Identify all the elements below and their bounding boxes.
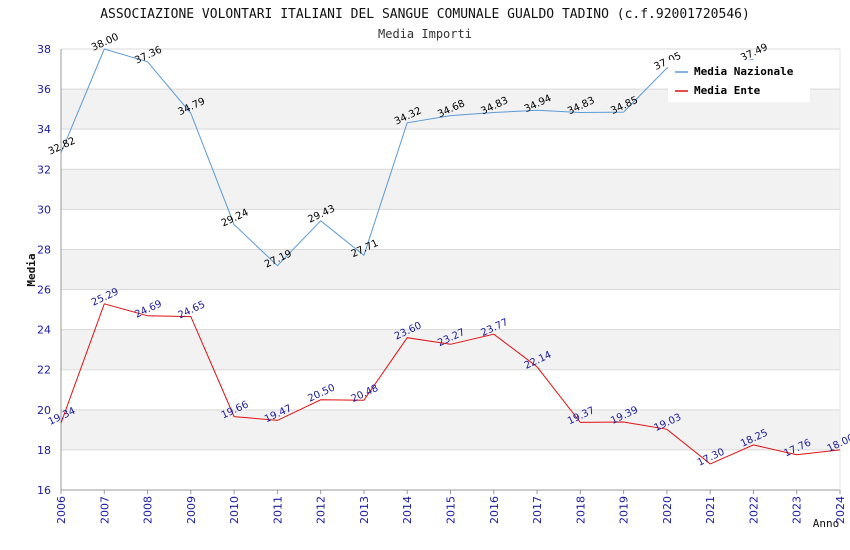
data-label-media-nazionale: 32.82 xyxy=(47,136,78,158)
x-tick-label: 2019 xyxy=(618,496,631,524)
y-tick-label: 38 xyxy=(37,43,51,56)
grid-band xyxy=(61,169,840,210)
x-tick-label: 2022 xyxy=(747,496,760,524)
x-tick-labels: 2006 2007 2008 2009 2010 2011 2012 2013 2014 2015… xyxy=(55,490,847,524)
x-tick-label: 2024 xyxy=(834,496,847,524)
chart-subtitle: Media Importi xyxy=(378,27,472,41)
x-tick-label: 2018 xyxy=(574,496,587,524)
series-line-media-ente xyxy=(60,303,841,465)
y-tick-label: 34 xyxy=(37,123,51,136)
legend-label-media-ente: Media Ente xyxy=(694,84,761,97)
y-tick-label: 26 xyxy=(37,284,51,297)
data-label-media-nazionale: 38.00 xyxy=(90,32,121,54)
x-tick-label: 2011 xyxy=(271,496,284,524)
series-group xyxy=(60,48,841,465)
x-axis-label: Anno xyxy=(813,517,840,530)
grid-lines xyxy=(61,48,840,491)
grid-band xyxy=(61,249,840,290)
grid-band xyxy=(61,409,840,450)
x-tick-label: 2015 xyxy=(445,496,458,524)
grid-band xyxy=(61,329,840,370)
x-tick-label: 2012 xyxy=(315,496,328,524)
y-tick-label: 32 xyxy=(37,163,51,176)
x-tick-label: 2009 xyxy=(185,496,198,524)
chart-title: ASSOCIAZIONE VOLONTARI ITALIANI DEL SANG… xyxy=(100,7,750,22)
y-tick-label: 22 xyxy=(37,364,51,377)
x-tick-label: 2013 xyxy=(358,496,371,524)
y-tick-label: 30 xyxy=(37,203,51,216)
y-tick-labels: 16 18 20 22 24 26 28 30 32 34 36 38 xyxy=(37,43,51,497)
x-tick-label: 2021 xyxy=(704,496,717,524)
data-label-media-ente: 20.50 xyxy=(306,382,337,404)
x-tick-label: 2007 xyxy=(98,496,111,524)
x-tick-label: 2017 xyxy=(531,496,544,524)
legend-label-media-nazionale: Media Nazionale xyxy=(694,65,794,78)
data-label-media-ente: 24.69 xyxy=(133,299,164,321)
x-tick-label: 2008 xyxy=(142,496,155,524)
y-tick-label: 36 xyxy=(37,83,51,96)
x-tick-label: 2016 xyxy=(488,496,501,524)
series-line-media-nazionale xyxy=(60,48,754,267)
x-tick-label: 2010 xyxy=(228,496,241,524)
y-tick-label: 16 xyxy=(37,484,51,497)
legend-box xyxy=(668,60,810,102)
y-tick-label: 18 xyxy=(37,444,51,457)
y-axis-label: Media xyxy=(25,253,38,286)
y-tick-label: 28 xyxy=(37,243,51,256)
legend: Media Nazionale Media Ente xyxy=(668,60,810,102)
x-tick-label: 2014 xyxy=(401,496,414,524)
x-tick-label: 2006 xyxy=(55,496,68,524)
y-tick-label: 20 xyxy=(37,404,51,417)
y-tick-label: 24 xyxy=(37,324,51,337)
grid-bands xyxy=(61,89,840,450)
x-tick-label: 2020 xyxy=(661,496,674,524)
x-tick-label: 2023 xyxy=(791,496,804,524)
data-label-media-ente: 20.48 xyxy=(350,383,381,405)
